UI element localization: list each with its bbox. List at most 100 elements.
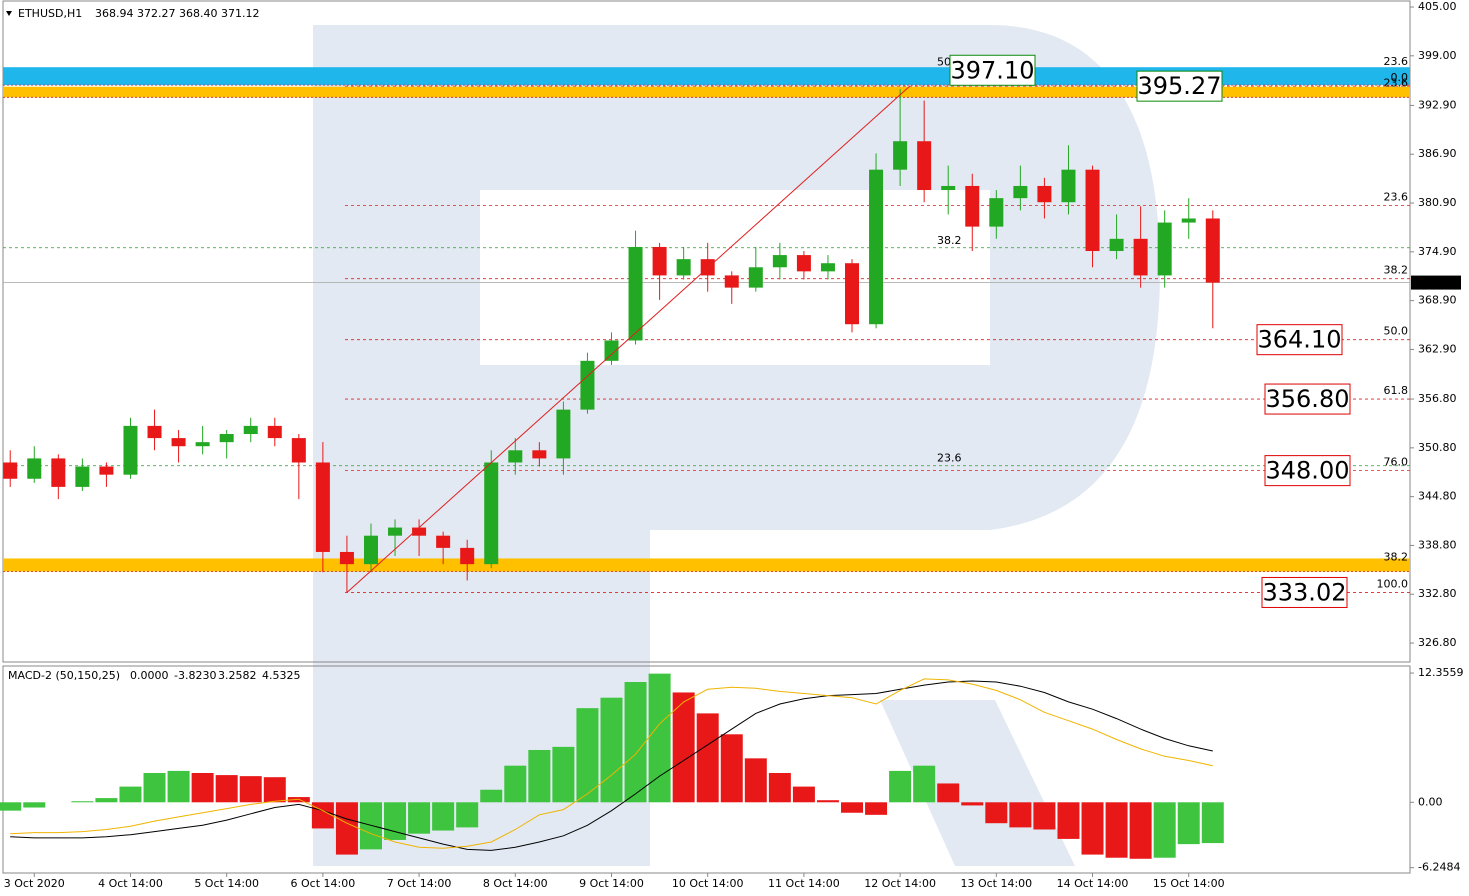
macd-bar (913, 765, 936, 803)
x-tick-label: 13 Oct 14:00 (960, 877, 1032, 890)
macd-bar (696, 713, 719, 803)
candle-body (556, 409, 571, 459)
price-annotation: 397.10 (951, 56, 1035, 84)
macd-bar (1129, 802, 1152, 859)
candle-body (965, 185, 980, 227)
y-tick-label: 374.90 (1418, 245, 1457, 258)
ohlc-value: 368.94 (95, 7, 134, 20)
macd-bar (0, 802, 22, 811)
macd-bar (1177, 802, 1200, 845)
price-annotation-box (1264, 383, 1351, 415)
macd-bar (1033, 802, 1056, 830)
macd-bar (552, 746, 575, 803)
candle-body (941, 185, 956, 191)
candle-body (508, 450, 523, 463)
macd-bar (335, 802, 358, 855)
main-panel-frame (2, 0, 1411, 663)
candle-body (845, 263, 860, 325)
candle-body (51, 458, 66, 487)
y-tick-label: 326.80 (1418, 636, 1457, 649)
macd-bar (432, 802, 455, 831)
candle-body (1061, 169, 1076, 203)
macd-bar (648, 673, 671, 803)
fib-label-red: 100.0 (1377, 577, 1409, 590)
price-annotation: 364.10 (1258, 326, 1342, 354)
macd-bar (1009, 802, 1032, 828)
y-tick-label: 399.00 (1418, 49, 1457, 62)
macd-bar (624, 682, 647, 803)
macd-bar (672, 692, 695, 803)
macd-bar (865, 802, 888, 815)
candle-body (748, 267, 763, 288)
candle-body (99, 466, 114, 475)
x-tick-label: 7 Oct 14:00 (387, 877, 452, 890)
y-tick-label: 368.90 (1418, 294, 1457, 307)
macd-bar (311, 802, 334, 829)
candle-body (989, 198, 1004, 227)
y-tick-label: 386.90 (1418, 147, 1457, 160)
fib-label-red: 61.8 (1384, 384, 1409, 397)
macd-bar (384, 802, 407, 840)
title-arrow (6, 11, 12, 16)
macd-bar (1081, 802, 1104, 855)
macd-value: 0.0000 (130, 669, 169, 682)
last-price-label: 371.12 (1418, 276, 1457, 289)
macd-bar (359, 802, 382, 850)
candle-body (195, 442, 210, 447)
candle-body (724, 275, 739, 288)
macd-bar (576, 708, 599, 803)
watermark-letter (313, 25, 1160, 866)
macd-bar (1201, 802, 1224, 844)
price-annotation-box (1256, 324, 1343, 356)
candle-body (820, 263, 835, 272)
y-tick-label: 350.80 (1418, 441, 1457, 454)
macd-bar (937, 783, 960, 803)
price-annotation: 348.00 (1266, 457, 1350, 485)
candle-body (917, 141, 932, 191)
x-tick-label: 12 Oct 14:00 (864, 877, 936, 890)
fib-label-red: 0.0 (1391, 71, 1409, 84)
price-annotation-box (949, 54, 1036, 86)
y-tick-label: 405.00 (1418, 0, 1457, 13)
candle-body (75, 466, 90, 487)
macd-bar (985, 802, 1008, 824)
fib-label-red: 38.2 (1384, 264, 1409, 277)
x-tick-label: 10 Oct 14:00 (672, 877, 744, 890)
candle-body (1085, 169, 1100, 252)
candle-body (532, 450, 547, 459)
macd-bar (143, 773, 166, 803)
y-tick-label: 12.3559 (1418, 666, 1464, 679)
macd-bar (528, 749, 551, 803)
fib-label-red: 23.6 (1384, 190, 1409, 203)
price-annotation: 356.80 (1266, 385, 1350, 413)
candle-body (652, 246, 667, 276)
macd-bar (504, 765, 527, 803)
macd-bar (167, 770, 190, 803)
candle-body (869, 169, 884, 325)
fib-label-red: 76.0 (1384, 456, 1409, 469)
macd-line (10, 680, 1213, 851)
macd-bar (480, 789, 503, 803)
zone-label: 23.6 (1384, 55, 1409, 68)
macd-bar (119, 786, 142, 803)
macd-bar (889, 770, 912, 803)
macd-value: 4.5325 (262, 669, 301, 682)
macd-bar (191, 773, 214, 803)
candle-body (1109, 238, 1124, 252)
candle-body (219, 434, 234, 443)
x-tick-label: 4 Oct 14:00 (98, 877, 163, 890)
y-tick-label: 344.80 (1418, 490, 1457, 503)
macd-bar (792, 786, 815, 803)
price-annotation-box (1136, 70, 1223, 102)
candle-body (1133, 238, 1148, 276)
macd-bar (600, 697, 623, 803)
zone (3, 86, 1410, 98)
macd-line (10, 678, 1213, 849)
candle-body (628, 246, 643, 341)
macd-bar (215, 775, 238, 803)
fib-label-green: 50 (937, 55, 951, 68)
zone (3, 558, 1410, 572)
candle-body (171, 438, 186, 447)
macd-bar (961, 802, 984, 806)
